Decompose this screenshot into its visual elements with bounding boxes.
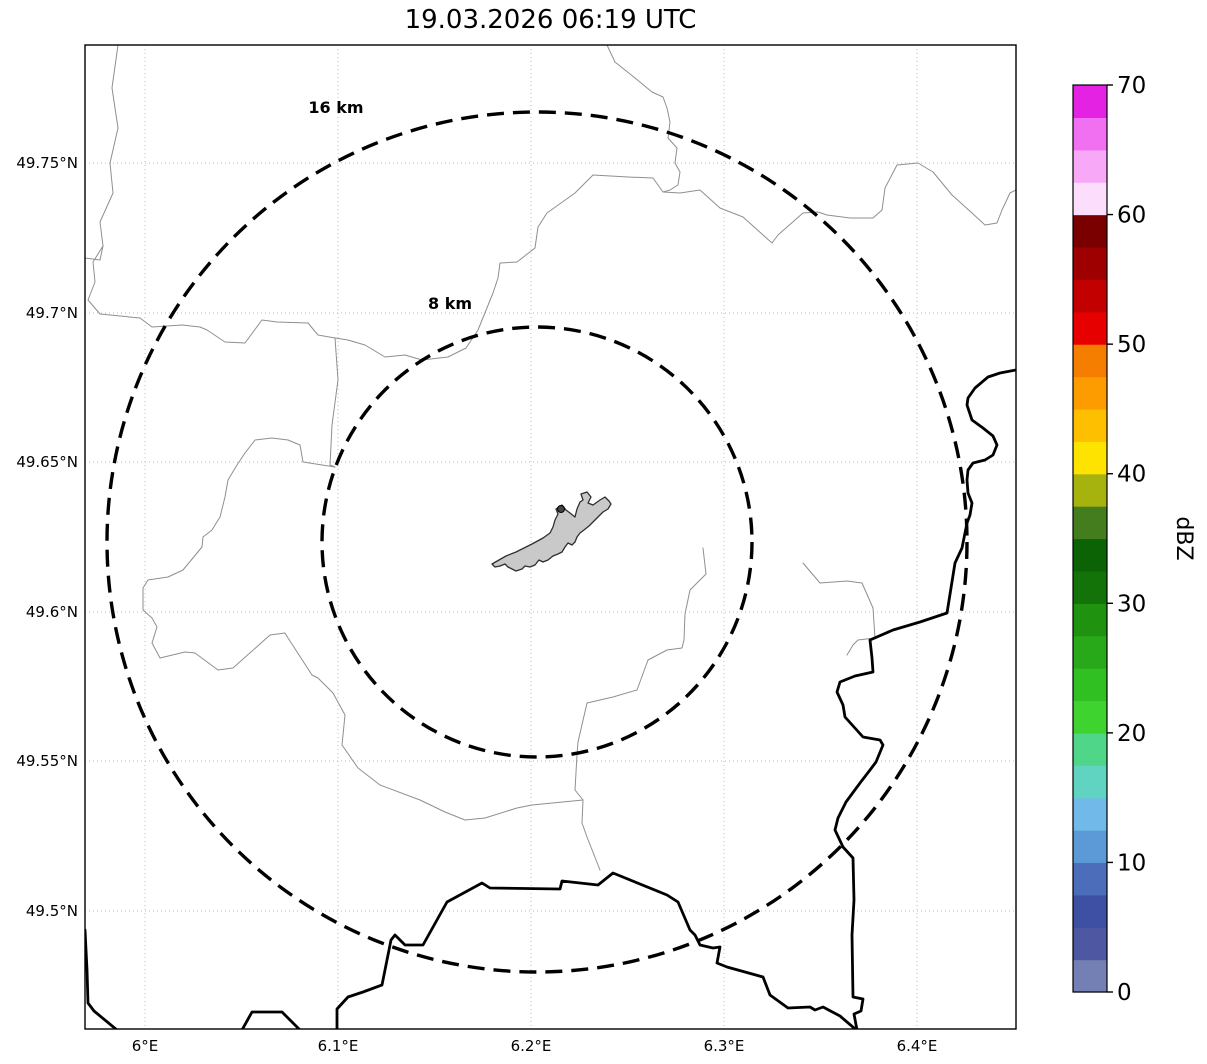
colorbar-tick-label-30: 30 [1117,591,1146,617]
colorbar-segment-8 [1073,700,1107,734]
colorbar-segment-3 [1073,862,1107,896]
colorbar-segment-17 [1073,408,1107,442]
admin-boundary-line-2 [139,174,594,361]
colorbar-segment-7 [1073,732,1107,766]
map-frame [84,44,1017,1030]
country-border-line-3 [335,871,856,1029]
range-ring-label-1: 8 km [428,294,472,313]
graticule [85,45,1016,1029]
colorbar-tick-label-10: 10 [1117,850,1146,876]
colorbar-segment-25 [1073,149,1107,183]
country-borders [85,368,1016,1029]
admin-boundary-line-6 [574,547,707,871]
admin-boundary-line-0 [87,45,141,319]
colorbar-segment-26 [1073,117,1107,151]
y-tick-label-4: 49.55°N [16,752,78,770]
country-border-line-2 [240,1010,301,1029]
colorbar-segment-12 [1073,570,1107,604]
y-tick-label-3: 49.6°N [26,603,78,621]
colorbar-tick-label-50: 50 [1117,332,1146,358]
colorbar-segment-24 [1073,182,1107,216]
admin-boundary-line-1 [85,245,104,261]
colorbar-tick-label-0: 0 [1117,980,1132,1006]
admin-boundary-line-5 [802,562,876,656]
x-tick-label-4: 6.4°E [897,1037,938,1055]
colorbar-segment-10 [1073,635,1107,669]
country-border-line-1 [85,928,118,1029]
admin-boundary-line-4 [592,162,1016,244]
colorbar-segment-18 [1073,376,1107,410]
x-tick-label-2: 6.2°E [511,1037,552,1055]
colorbar-segment-0 [1073,959,1107,993]
colorbar-segment-22 [1073,246,1107,280]
admin-boundary-line-7 [329,337,339,468]
colorbar-segment-23 [1073,214,1107,248]
range-ring-8km [320,325,754,759]
colorbar-segment-13 [1073,538,1107,572]
colorbar-axis-label: dBZ [1171,516,1196,560]
colorbar-segment-6 [1073,765,1107,799]
colorbar-tick-label-40: 40 [1117,462,1146,488]
colorbar-segment-4 [1073,830,1107,864]
y-tick-label-1: 49.7°N [26,304,78,322]
y-tick-label-5: 49.5°N [26,902,78,920]
y-tick-label-0: 49.75°N [16,154,78,172]
colorbar-segment-2 [1073,894,1107,928]
range-ring-16km [105,110,969,974]
colorbar: 0 10 20 30 40 50 60 70 dBZ [1072,73,1196,1006]
radar-site-marker [557,505,565,513]
colorbar-tick-label-60: 60 [1117,203,1146,229]
figure-title: 19.03.2026 06:19 UTC [404,5,697,35]
colorbar-segment-15 [1073,473,1107,507]
map-content [85,45,1016,1029]
colorbar-segment-20 [1073,311,1107,345]
colorbar-segment-9 [1073,668,1107,702]
admin-boundaries [85,45,1016,871]
colorbar-outline [1072,84,1108,993]
colorbar-segment-5 [1073,797,1107,831]
colorbar-segment-1 [1073,927,1107,961]
colorbar-tick-label-20: 20 [1117,721,1146,747]
admin-boundary-line-8 [142,437,584,821]
airport-polygon [491,491,612,572]
x-tick-label-0: 6°E [132,1037,159,1055]
colorbar-segment-21 [1073,279,1107,313]
x-tick-label-1: 6.1°E [318,1037,359,1055]
colorbar-segment-16 [1073,441,1107,475]
colorbar-segment-11 [1073,603,1107,637]
x-tick-label-3: 6.3°E [704,1037,745,1055]
colorbar-segment-14 [1073,506,1107,540]
y-tick-label-2: 49.65°N [16,453,78,471]
range-ring-label-0: 16 km [308,98,363,117]
country-border-line-0 [833,368,1016,1029]
admin-boundary-line-3 [606,45,681,193]
colorbar-segment-27 [1073,85,1107,118]
colorbar-tick-label-70: 70 [1117,73,1146,99]
colorbar-segment-19 [1073,344,1107,378]
